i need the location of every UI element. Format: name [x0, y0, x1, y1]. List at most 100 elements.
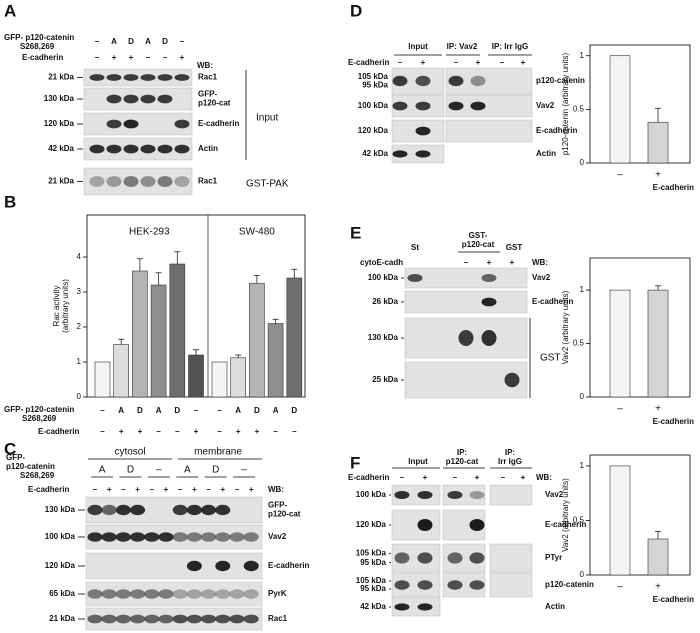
- band: [87, 532, 103, 542]
- bar: [132, 270, 148, 398]
- label: St: [411, 243, 419, 252]
- lane-label: D: [212, 465, 219, 476]
- band: [140, 74, 156, 81]
- bar: [188, 354, 204, 398]
- group-label: GST: [540, 353, 561, 364]
- y-tick-label: 3: [77, 287, 82, 296]
- kda-label: 120 kDa: [356, 520, 387, 529]
- x-tick-label: +: [655, 170, 661, 181]
- label: p120-cat: [462, 240, 495, 249]
- kda-label: 100 kDa: [356, 490, 387, 499]
- blot-strip: [442, 484, 486, 506]
- y-tick-label: 4: [77, 252, 82, 261]
- band: [229, 532, 245, 542]
- band: [447, 580, 463, 590]
- lane-label: –: [292, 427, 297, 436]
- band: [243, 589, 259, 599]
- y-axis-label: Vav2 (arbitrary units): [561, 478, 570, 552]
- lane-label: –: [180, 37, 185, 46]
- band: [123, 176, 139, 187]
- band: [186, 560, 202, 572]
- lane-label: –: [100, 427, 105, 436]
- label: E-cadherin: [348, 58, 389, 67]
- band: [447, 552, 463, 564]
- x-tick-label: –: [617, 404, 623, 415]
- band: [394, 491, 410, 499]
- plot-frame: [589, 257, 691, 398]
- panel-letter: C: [4, 439, 16, 458]
- band: [186, 532, 202, 542]
- band: [144, 532, 160, 542]
- band: [87, 614, 103, 624]
- blot-strip: [391, 484, 441, 506]
- label: S268,269: [20, 471, 55, 480]
- band: [106, 119, 122, 129]
- kda-label: 100 kDa: [368, 273, 399, 282]
- band: [101, 589, 117, 599]
- label: GST: [506, 243, 523, 252]
- blot-name: Actin: [545, 602, 565, 611]
- label: GFP- p120-catenin: [4, 405, 74, 414]
- kda-label: 21 kDa: [49, 614, 75, 623]
- band: [186, 504, 202, 516]
- bar: [286, 277, 303, 398]
- blot-strip: [85, 552, 263, 580]
- kda-label: 100 kDa: [358, 101, 389, 110]
- kda-label: 105 kDa: [356, 576, 387, 585]
- band: [469, 519, 485, 531]
- lane-label: +: [521, 58, 526, 67]
- label: GFP-: [6, 453, 25, 462]
- x-axis-label: E-cadherin: [653, 183, 694, 192]
- band: [174, 144, 190, 154]
- band: [417, 552, 433, 564]
- lane-label: –: [400, 473, 405, 482]
- wb-label: WB:: [197, 61, 213, 70]
- kda-label: 130 kDa: [45, 505, 76, 514]
- band: [407, 274, 423, 282]
- lane-label: –: [194, 406, 199, 415]
- lane-label: +: [236, 427, 241, 436]
- y-axis-label: (arbitrary units): [61, 279, 70, 333]
- lane-label: –: [235, 485, 240, 494]
- band: [174, 176, 190, 187]
- fraction-label: cytosol: [114, 447, 145, 458]
- lane-label: +: [423, 473, 428, 482]
- lane-label: –: [100, 406, 105, 415]
- blot-strip: [404, 267, 528, 289]
- lane-label: +: [164, 485, 169, 494]
- lane-label: –: [241, 465, 247, 476]
- lane-label: –: [501, 473, 506, 482]
- y-axis-label: Vav2 (arbitrary units): [561, 290, 570, 364]
- band: [215, 560, 231, 572]
- blot-name: GFP-: [198, 90, 217, 99]
- band: [106, 94, 122, 104]
- x-tick-label: –: [617, 170, 623, 181]
- blot-name: p120-cat: [268, 510, 301, 519]
- y-tick-label: 0.5: [573, 516, 585, 525]
- lane-label: +: [180, 53, 185, 62]
- kda-label: 42 kDa: [362, 149, 388, 158]
- band: [101, 532, 117, 542]
- band: [215, 614, 231, 624]
- blot-name: Rac1: [198, 177, 218, 186]
- lane-label: +: [112, 53, 117, 62]
- band: [458, 330, 474, 346]
- group-label: Input: [256, 113, 278, 124]
- band: [415, 126, 431, 136]
- band: [481, 330, 497, 346]
- band: [415, 101, 431, 111]
- band: [130, 504, 146, 516]
- lane-label: –: [273, 427, 278, 436]
- label: GFP- p120-catenin: [4, 33, 74, 42]
- band: [174, 119, 190, 129]
- y-tick-label: 0: [580, 392, 585, 401]
- x-axis-label: E-cadherin: [653, 417, 694, 426]
- blot-name: Vav2: [536, 101, 555, 110]
- kda-label: 25 kDa: [372, 375, 398, 384]
- lane-label: +: [107, 485, 112, 494]
- blot-name: E-cadherin: [532, 297, 573, 306]
- lane-label: D: [162, 37, 168, 46]
- band: [157, 94, 173, 104]
- band: [115, 614, 131, 624]
